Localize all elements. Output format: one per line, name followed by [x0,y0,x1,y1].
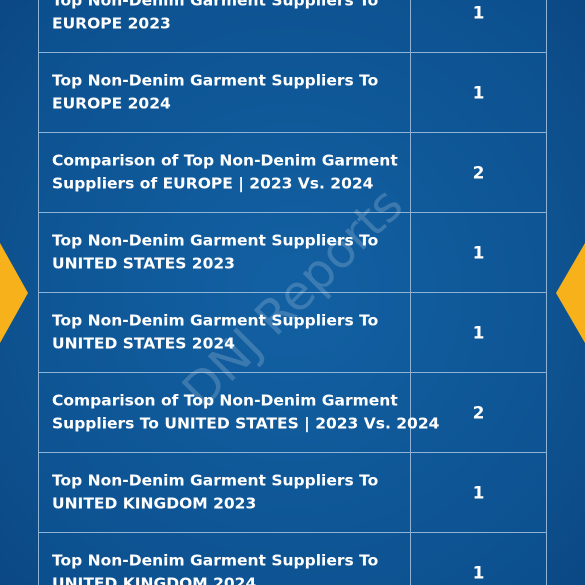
row-cell [38,292,411,373]
row-label: UNITED KINGDOM 2024 [52,575,256,585]
table: Top Non-Denim Garment Suppliers To EUROPE… [38,0,547,585]
row-label: EUROPE 2024 [52,95,171,113]
row-label: Top Non-Denim Garment Suppliers To [52,0,378,10]
row-cell [38,452,411,533]
row-label: Comparison of Top Non-Denim Garment [52,392,398,410]
row-count: 1 [473,4,485,24]
count-cell [410,212,547,293]
count-cell [410,452,547,533]
row-label: Comparison of Top Non-Denim Garment [52,152,398,170]
row-count: 2 [473,404,485,424]
row-label: Top Non-Denim Garment Suppliers To [52,232,378,250]
row-cell [38,0,411,53]
row-label: UNITED STATES 2024 [52,335,235,353]
row-label: Top Non-Denim Garment Suppliers To [52,72,378,90]
count-cell [410,52,547,133]
row-cell [38,212,411,293]
row-label: Top Non-Denim Garment Suppliers To [52,472,378,490]
right-arrow [556,243,585,343]
row-label: UNITED STATES 2023 [52,255,235,273]
count-cell [410,132,547,213]
row-count: 1 [473,84,485,104]
count-cell [410,532,547,585]
row-count: 1 [473,324,485,344]
left-arrow [0,243,28,343]
row-count: 1 [473,484,485,504]
row-label: Top Non-Denim Garment Suppliers To [52,552,378,570]
row-count: 2 [473,164,485,184]
count-cell [410,0,547,53]
row-cell [38,52,411,133]
row-count: 1 [473,244,485,264]
row-label: Top Non-Denim Garment Suppliers To [52,312,378,330]
row-count: 1 [473,564,485,584]
row-label: UNITED KINGDOM 2023 [52,495,256,513]
row-label: EUROPE 2023 [52,15,171,33]
count-cell [410,372,547,453]
row-cell [38,532,411,585]
count-cell [410,292,547,373]
row-label: Suppliers of EUROPE | 2023 Vs. 2024 [52,175,374,194]
row-cell [38,132,411,213]
row-label: Suppliers To UNITED STATES | 2023 Vs. 20… [52,415,440,434]
